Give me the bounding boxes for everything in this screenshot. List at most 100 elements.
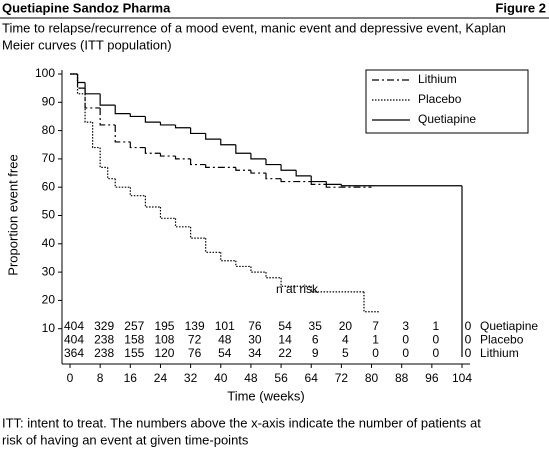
km-step [250,266,266,273]
km-step [205,164,236,168]
risk-count: 404 [64,333,84,347]
km-step [190,127,206,135]
risk-row-label: Quetiapine [480,319,538,333]
y-tick-label: 100 [35,66,55,80]
km-step [190,226,206,239]
km-step [84,82,101,95]
km-step [265,272,282,279]
risk-count: 0 [402,346,409,360]
km-step [363,291,380,313]
risk-count: 72 [188,333,202,347]
km-step [174,124,191,129]
risk-count: 404 [64,319,84,333]
km-step [159,153,176,157]
km-step [340,184,462,187]
km-step [250,170,266,174]
km-step [220,252,236,262]
risk-count: 3 [402,319,409,333]
km-step [159,207,176,219]
risk-count: 238 [94,333,114,347]
risk-count: 0 [465,319,472,333]
footnote: risk of having an event at given time-po… [2,432,249,447]
risk-table-title: n at risk [276,282,319,296]
x-tick-label: 56 [274,371,288,385]
km-step [114,124,131,143]
x-tick-label: 72 [335,371,349,385]
km-step [114,178,131,188]
km-step [280,178,312,183]
legend-label: Quetiapine [418,112,476,126]
km-step [129,187,146,197]
risk-count: 0 [433,346,440,360]
risk-count: 76 [248,319,262,333]
x-tick-label: 96 [425,371,439,385]
km-step [99,93,116,106]
y-tick-label: 30 [42,264,56,278]
x-tick-label: 32 [184,371,198,385]
km-step [205,133,221,140]
km-step [144,195,161,208]
km-step [76,74,86,95]
km-step [114,105,131,115]
risk-count: 5 [342,346,349,360]
km-step [174,156,191,160]
risk-count: 48 [218,333,232,347]
km-step [107,167,116,180]
x-tick-label: 88 [395,371,409,385]
x-tick-label: 80 [365,371,379,385]
km-step [235,260,251,268]
risk-count: 329 [94,319,114,333]
km-step [76,74,86,84]
km-step [190,158,206,166]
y-axis-label: Proportion event free [5,154,20,275]
risk-count: 364 [64,346,84,360]
header: Quetiapine Sandoz Pharma [2,0,171,15]
risk-count: 9 [312,346,319,360]
risk-count: 195 [154,319,174,333]
figure-label: Figure 2 [495,0,546,15]
km-step [310,181,327,185]
risk-count: 101 [215,319,235,333]
risk-count: 54 [278,319,292,333]
km-step [325,181,342,185]
km-step [99,147,108,168]
x-tick-label: 48 [244,371,258,385]
y-tick-label: 90 [42,94,56,108]
km-step [220,139,236,146]
risk-count: 35 [309,319,323,333]
risk-row-label: Lithium [480,346,519,360]
risk-count: 7 [372,319,379,333]
subtitle: Time to relapse/recurrence of a mood eve… [2,20,506,35]
risk-count: 0 [433,333,440,347]
risk-count: 30 [248,333,262,347]
km-step [310,175,327,183]
risk-count: 120 [154,346,174,360]
risk-count: 158 [124,333,144,347]
risk-count: 76 [188,346,202,360]
risk-count: 257 [124,319,144,333]
km-step [250,153,266,160]
km-step [265,158,282,166]
x-tick-label: 24 [154,371,168,385]
km-step [280,164,297,171]
legend-label: Placebo [418,92,462,106]
legend-label: Lithium [418,72,457,86]
x-tick-label: 40 [214,371,228,385]
x-tick-label: 16 [124,371,138,385]
km-step [84,88,101,109]
risk-count: 22 [278,346,292,360]
km-step [99,107,116,126]
km-step [144,116,161,123]
risk-count: 0 [402,333,409,347]
x-axis-label: Time (weeks) [227,388,305,403]
risk-count: 0 [465,346,472,360]
risk-count: 20 [339,319,353,333]
y-tick-label: 20 [42,293,56,307]
km-step [235,144,251,154]
risk-count: 0 [465,333,472,347]
km-step [159,122,176,126]
km-step [205,238,221,253]
km-step [295,170,312,177]
km-step [174,218,191,228]
